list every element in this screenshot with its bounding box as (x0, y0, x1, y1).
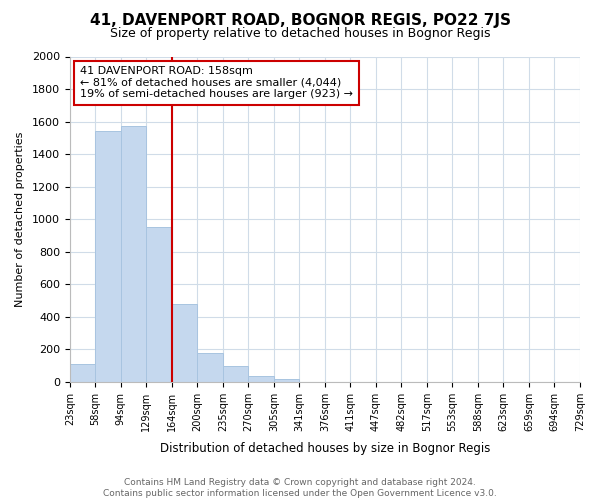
Bar (248, 376, 274, 382)
Y-axis label: Number of detached properties: Number of detached properties (15, 132, 25, 307)
Bar (197, 352, 223, 382)
Bar (223, 366, 248, 382)
Text: Size of property relative to detached houses in Bognor Regis: Size of property relative to detached ho… (110, 28, 490, 40)
Bar (274, 378, 299, 382)
Bar (70, 364, 95, 382)
Text: 41 DAVENPORT ROAD: 158sqm
← 81% of detached houses are smaller (4,044)
19% of se: 41 DAVENPORT ROAD: 158sqm ← 81% of detac… (80, 66, 353, 100)
Bar (95, 132, 121, 382)
Text: Contains HM Land Registry data © Crown copyright and database right 2024.
Contai: Contains HM Land Registry data © Crown c… (103, 478, 497, 498)
Bar (172, 304, 197, 382)
Bar (121, 126, 146, 382)
X-axis label: Distribution of detached houses by size in Bognor Regis: Distribution of detached houses by size … (160, 442, 490, 455)
Bar (146, 228, 172, 382)
Text: 41, DAVENPORT ROAD, BOGNOR REGIS, PO22 7JS: 41, DAVENPORT ROAD, BOGNOR REGIS, PO22 7… (89, 12, 511, 28)
